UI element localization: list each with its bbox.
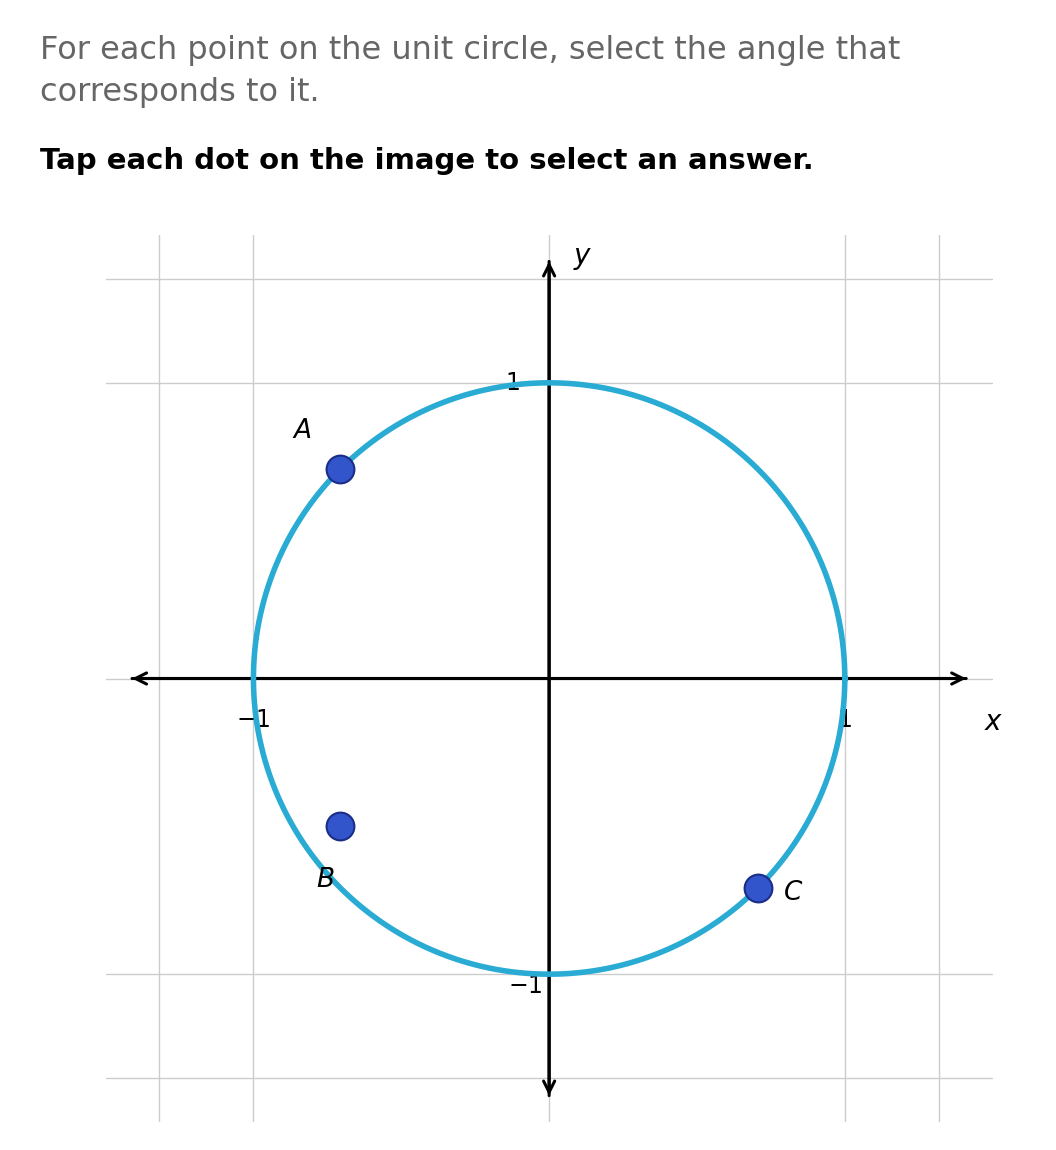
Text: $C$: $C$ [784,881,804,906]
Text: $1$: $1$ [837,708,852,733]
Text: $1$: $1$ [505,370,520,394]
Text: Tap each dot on the image to select an answer.: Tap each dot on the image to select an a… [40,147,814,175]
Text: $-1$: $-1$ [237,708,270,733]
Text: $-1$: $-1$ [508,974,543,998]
Text: For each point on the unit circle, select the angle that: For each point on the unit circle, selec… [40,34,901,66]
Text: corresponds to it.: corresponds to it. [40,77,320,108]
Text: $x$: $x$ [984,708,1003,736]
Text: $B$: $B$ [316,867,335,892]
Text: $A$: $A$ [291,417,312,444]
Text: $y$: $y$ [572,244,592,271]
